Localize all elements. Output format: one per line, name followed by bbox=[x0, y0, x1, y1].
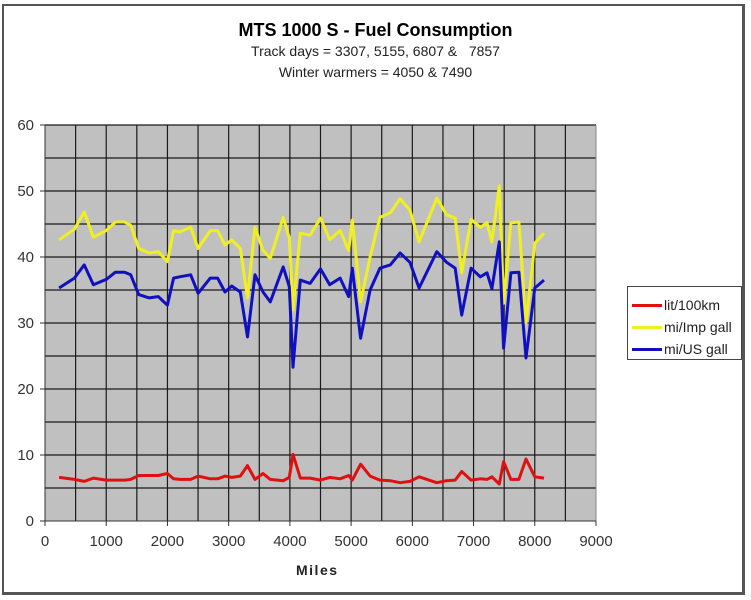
series-line-mi-us-gall bbox=[58, 240, 545, 369]
y-tick-label: 30 bbox=[17, 315, 34, 332]
x-tick-label: 8000 bbox=[518, 533, 551, 550]
legend-item-mi-imp-gall: mi/Imp gall bbox=[632, 318, 732, 336]
series-line-mi-imp-gall bbox=[58, 184, 546, 325]
chart-subtitle-winter-warmers: Winter warmers = 4050 & 7490 bbox=[278, 64, 473, 80]
legend-item-mi-us-gall: mi/US gall bbox=[632, 340, 728, 358]
y-tick-label: 10 bbox=[17, 447, 34, 464]
legend-label: mi/US gall bbox=[664, 341, 728, 357]
x-tick-label: 5000 bbox=[334, 533, 367, 550]
x-tick-label: 9000 bbox=[579, 533, 612, 550]
chart-subtitle-track-days: Track days = 3307, 5155, 6807 & 7857 bbox=[251, 43, 500, 59]
x-tick-label: 1000 bbox=[90, 533, 123, 550]
legend-swatch-yellow bbox=[632, 325, 662, 329]
legend-item-lit-100km: lit/100km bbox=[632, 296, 720, 314]
legend-label: mi/Imp gall bbox=[664, 319, 732, 335]
x-tick-label: 3000 bbox=[212, 533, 245, 550]
y-tick-label: 40 bbox=[17, 249, 34, 266]
legend-swatch-red bbox=[632, 303, 662, 307]
y-tick-label: 50 bbox=[17, 183, 34, 200]
y-tick-label: 60 bbox=[17, 117, 34, 134]
x-axis-label: Miles bbox=[296, 562, 339, 578]
x-tick-label: 4000 bbox=[273, 533, 306, 550]
legend-label: lit/100km bbox=[664, 297, 721, 313]
legend: lit/100km mi/Imp gall mi/US gall bbox=[627, 286, 742, 360]
legend-swatch-blue bbox=[632, 347, 662, 351]
chart-title: MTS 1000 S - Fuel Consumption bbox=[238, 20, 513, 40]
y-tick-label: 20 bbox=[17, 381, 34, 398]
x-tick-label: 7000 bbox=[457, 533, 490, 550]
y-tick-label: 0 bbox=[26, 513, 34, 530]
x-tick-label: 6000 bbox=[396, 533, 429, 550]
x-tick-label: 2000 bbox=[151, 533, 184, 550]
x-tick-label: 0 bbox=[41, 533, 49, 550]
series-line-lit-100km bbox=[58, 452, 545, 486]
